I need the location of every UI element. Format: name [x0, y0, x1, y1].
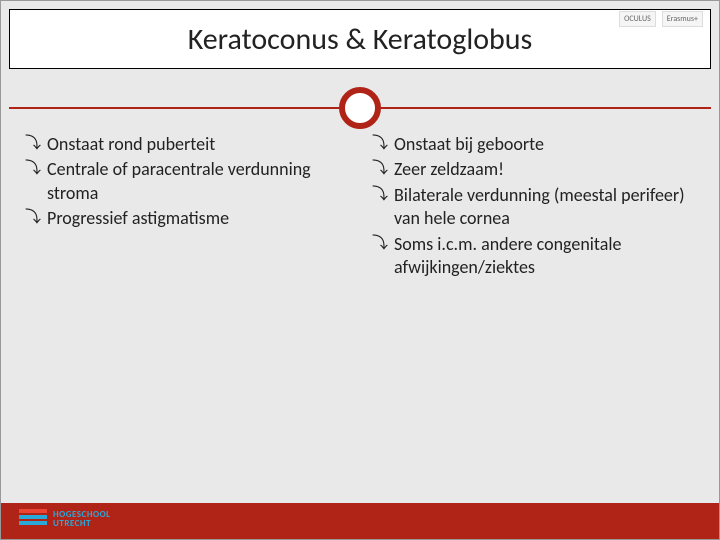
curly-arrow-icon: ⤵ [25, 158, 41, 180]
title-box: Keratoconus & Keratoglobus [9, 9, 711, 69]
right-column: ⤵ Onstaat bij geboorte ⤵ Zeer zeldzaam! … [372, 133, 695, 281]
list-item-text: Centrale of paracentrale verdunning stro… [47, 158, 348, 205]
list-item-text: Progressief astigmatisme [47, 207, 229, 230]
list-item-text: Onstaat rond puberteit [47, 133, 215, 156]
list-item: ⤵ Onstaat rond puberteit [25, 133, 348, 156]
partner-logo: Erasmus+ [662, 11, 703, 27]
list-item: ⤵ Centrale of paracentrale verdunning st… [25, 158, 348, 205]
list-item: ⤵ Progressief astigmatisme [25, 207, 348, 230]
list-item-text: Zeer zeldzaam! [394, 158, 504, 181]
top-logos: OCULUS Erasmus+ [619, 11, 703, 27]
hu-logo: HOGESCHOOL UTRECHT [19, 509, 110, 529]
list-item: ⤵ Bilaterale verdunning (meestal perifee… [372, 184, 695, 231]
left-column: ⤵ Onstaat rond puberteit ⤵ Centrale of p… [25, 133, 348, 281]
curly-arrow-icon: ⤵ [25, 207, 41, 229]
list-item: ⤵ Zeer zeldzaam! [372, 158, 695, 181]
list-item-text: Soms i.c.m. andere congenitale afwijking… [394, 233, 695, 280]
hu-logo-line2: UTRECHT [53, 519, 110, 528]
list-item-text: Bilaterale verdunning (meestal perifeer)… [394, 184, 695, 231]
list-item-text: Onstaat bij geboorte [394, 133, 544, 156]
list-item: ⤵ Onstaat bij geboorte [372, 133, 695, 156]
hu-mark-icon [19, 509, 47, 529]
curly-arrow-icon: ⤵ [372, 133, 388, 155]
content-columns: ⤵ Onstaat rond puberteit ⤵ Centrale of p… [25, 133, 695, 281]
curly-arrow-icon: ⤵ [25, 133, 41, 155]
curly-arrow-icon: ⤵ [372, 184, 388, 206]
partner-logo: OCULUS [619, 11, 656, 27]
hu-logo-text: HOGESCHOOL UTRECHT [53, 510, 110, 529]
center-circle-icon [339, 87, 381, 129]
slide: Keratoconus & Keratoglobus OCULUS Erasmu… [0, 0, 720, 540]
curly-arrow-icon: ⤵ [372, 158, 388, 180]
page-title: Keratoconus & Keratoglobus [188, 21, 533, 58]
list-item: ⤵ Soms i.c.m. andere congenitale afwijki… [372, 233, 695, 280]
curly-arrow-icon: ⤵ [372, 233, 388, 255]
